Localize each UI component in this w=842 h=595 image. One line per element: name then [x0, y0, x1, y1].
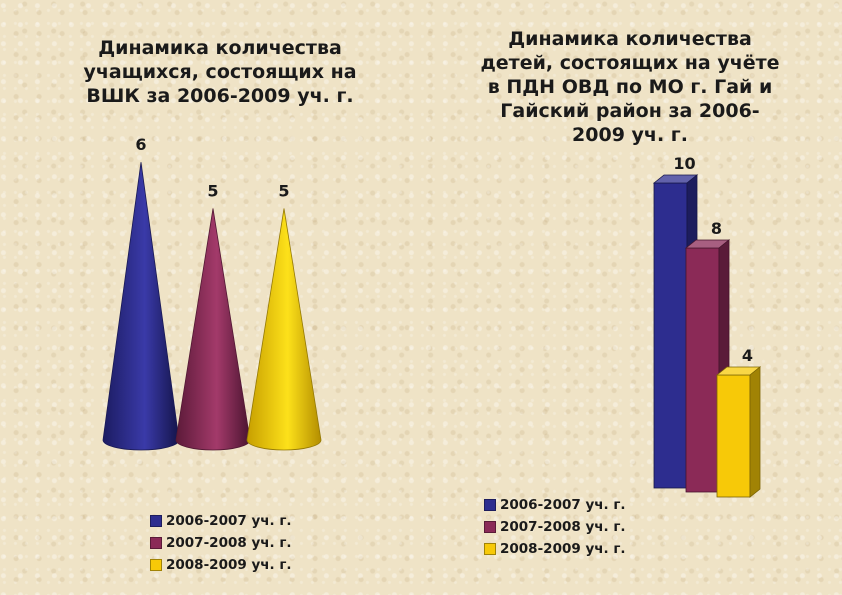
column-side-3 — [749, 366, 761, 498]
legend-item: 2006-2007 уч. г. — [484, 494, 626, 516]
legend-left: 2006-2007 уч. г. 2007-2008 уч. г. 2008-2… — [150, 510, 292, 576]
legend-label: 2007-2008 уч. г. — [166, 535, 292, 551]
legend-swatch — [150, 537, 162, 549]
legend-right: 2006-2007 уч. г. 2007-2008 уч. г. 2008-2… — [484, 494, 626, 560]
chart-right-columns: 10 8 4 — [652, 154, 762, 498]
data-label: 4 — [742, 346, 753, 365]
chart-title-left: Динамика количества учащихся, состоящих … — [83, 37, 357, 107]
data-label: 5 — [207, 182, 218, 201]
chart-left-cones: 6 5 5 — [102, 135, 322, 451]
legend-swatch — [484, 521, 496, 533]
chart-title-right: Динамика количества детей, состоящих на … — [480, 28, 780, 146]
cone-bar-3 — [246, 208, 322, 451]
legend-label: 2008-2009 уч. г. — [166, 557, 292, 573]
legend-label: 2006-2007 уч. г. — [166, 513, 292, 529]
data-label: 10 — [673, 154, 695, 173]
legend-item: 2007-2008 уч. г. — [150, 532, 292, 554]
data-label: 8 — [711, 219, 722, 238]
column-bar-1 — [653, 182, 688, 489]
cone-bar-2 — [175, 208, 251, 451]
legend-label: 2007-2008 уч. г. — [500, 519, 626, 535]
legend-item: 2007-2008 уч. г. — [484, 516, 626, 538]
column-bar-2 — [685, 247, 720, 493]
legend-swatch — [484, 499, 496, 511]
legend-item: 2008-2009 уч. г. — [484, 538, 626, 560]
legend-swatch — [150, 559, 162, 571]
legend-swatch — [484, 543, 496, 555]
legend-item: 2006-2007 уч. г. — [150, 510, 292, 532]
legend-label: 2008-2009 уч. г. — [500, 541, 626, 557]
column-bar-3 — [716, 374, 751, 498]
data-label: 6 — [135, 135, 146, 154]
legend-label: 2006-2007 уч. г. — [500, 497, 626, 513]
data-label: 5 — [278, 182, 289, 201]
legend-swatch — [150, 515, 162, 527]
legend-item: 2008-2009 уч. г. — [150, 554, 292, 576]
cone-bar-1 — [102, 162, 180, 451]
